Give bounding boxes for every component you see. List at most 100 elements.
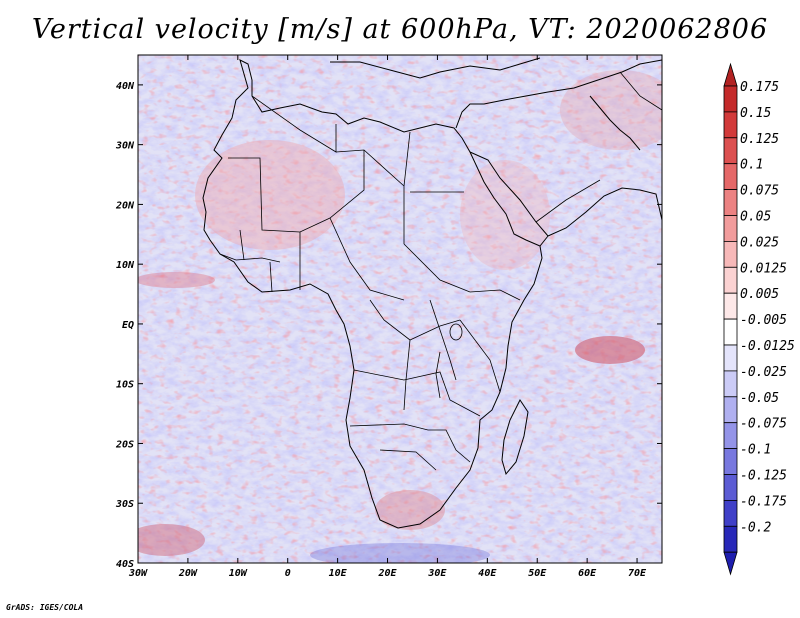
southern-ocean-downward-band [310,543,490,563]
arabia-coast [469,151,662,237]
colorbar-label: 0.175 [740,80,779,95]
colorbar-label: -0.2 [740,520,771,535]
border-sudan-south [403,243,471,293]
sahara-upward-region [195,140,345,250]
x-tick-label: 0 [285,568,291,579]
x-tick-label: 60E [578,568,597,579]
colorbar-label: -0.075 [740,417,787,432]
x-tick-label: 50E [528,568,547,579]
border-nw [251,95,337,153]
colorbar-swatch [723,189,738,216]
colorbar-bottom-arrow [723,551,738,576]
x-tick-label: 30W [128,568,148,579]
y-tick-label: 10S [116,380,134,391]
colorbar-swatch [723,318,738,346]
x-tick-label: 30E [427,568,447,579]
colorbar-swatch [723,370,738,398]
colorbar-label: -0.125 [740,469,787,484]
border-egypt-libya [403,131,411,187]
colorbar-swatch [723,266,738,294]
colorbar-swatch [723,292,738,320]
border-middle-east [619,71,662,111]
colorbar: 0.175 0.15 0.125 0.1 0.075 0.05 0.025 0.0125 0.0… [723,62,795,576]
colorbar-label: -0.05 [740,391,779,406]
y-tick-label: 40S [116,559,134,570]
x-tick-label: 10W [229,568,248,579]
colorbar-swatch [723,240,738,268]
border-tanzania [459,319,501,393]
colorbar-swatch [723,499,738,527]
x-tick-label: 70E [628,568,647,579]
y-tick-label: 30N [115,141,135,152]
x-tick-label: 40E [478,568,497,579]
x-axis: 30W 20W 10W 0 10E 20E 30E 40E 50E 60E 70E [128,55,647,579]
colorbar-swatch [723,448,738,475]
colorbar-swatch [723,137,738,165]
africa-coastline [202,59,543,529]
border-arabia [535,179,601,223]
colorbar-label: 0.05 [740,210,771,225]
border-ethiopia-kenya [469,289,521,301]
colorbar-swatch [723,344,738,372]
x-tick-label: 20W [178,568,198,579]
border-drc-west [403,339,411,411]
colorbar-label: 0.0125 [740,261,787,276]
europe-coast [330,57,541,79]
lake-victoria [449,323,463,341]
plot-frame [137,54,663,564]
colorbar-swatch [723,215,738,242]
colorbar-label: 0.125 [740,132,779,147]
colorbar-swatch [723,111,738,139]
colorbar-swatch [723,422,738,450]
indian-ocean-cell [575,336,645,364]
x-tick-label: 20E [377,568,397,579]
eurasia-coast-1 [455,59,662,129]
border-namibia-botswana [349,423,471,463]
gulf-of-aden-coast [539,235,549,247]
credit-text: GrADS: IGES/COLA [6,603,84,612]
y-tick-label: 40N [116,81,135,92]
lake-tanganyika [435,351,441,399]
south-atlantic-cell [138,524,205,556]
coastlines [202,57,662,529]
border-ghana [269,261,273,293]
colorbar-label: 0.075 [740,184,779,199]
colorbar-swatch [723,85,738,113]
x-tick-label: 10E [329,568,348,579]
colorbar-label: 0.025 [740,235,779,250]
colorbar-swatch [723,525,738,553]
country-borders [219,71,662,471]
middle-east-upward-region [560,70,662,150]
colorbar-label: -0.025 [740,365,787,380]
atlantic-itcz-band [138,272,215,288]
border-chad-car [329,217,405,301]
colorbar-swatch [723,474,738,501]
colorbar-label: 0.15 [740,106,771,121]
colorbar-label: -0.175 [740,494,787,509]
persian-gulf-coast [589,95,641,151]
y-tick-label: 10N [116,260,135,271]
colorbar-label: -0.1 [740,443,771,458]
colorbar-swatch [723,396,738,424]
border-lakes [429,299,457,381]
chart-title: Vertical velocity [m/s] at 600hPa, VT: 2… [31,14,769,45]
border-south-africa [379,449,437,471]
colorbar-label: 0.1 [740,158,763,173]
madagascar-coastline [501,399,529,476]
y-axis: 40N 30N 20N 10N EQ 10S 20S 30S 40S [115,81,662,570]
colorbar-top-arrow [723,62,738,87]
velocity-field [138,55,662,563]
y-tick-label: 20S [115,439,134,450]
border-west-africa-1 [219,253,281,263]
border-west-africa-2 [239,229,245,261]
colorbar-label: -0.005 [740,313,787,328]
colorbar-label: -0.0125 [740,339,795,354]
border-libya-chad [335,149,405,244]
south-africa-upward-region [375,490,445,530]
border-angola-zambia [353,369,481,417]
y-tick-label: EQ [122,320,134,331]
colorbar-swatch [723,163,738,190]
y-tick-label: 20N [115,200,135,211]
colorbar-label: 0.005 [740,287,779,302]
